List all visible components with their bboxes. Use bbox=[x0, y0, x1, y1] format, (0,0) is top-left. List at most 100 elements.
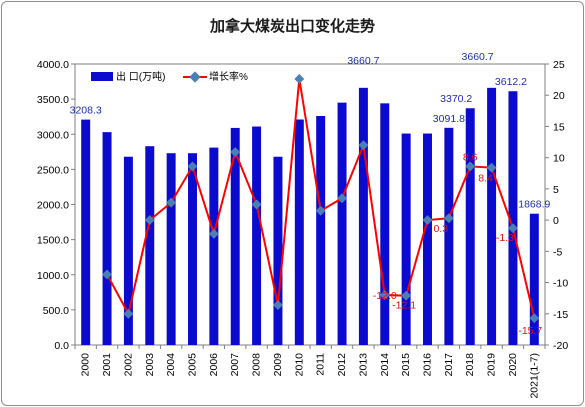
bar bbox=[252, 126, 262, 346]
line-data-label: -15.7 bbox=[518, 325, 542, 337]
bar bbox=[358, 87, 368, 346]
bar bbox=[529, 213, 539, 345]
bar bbox=[465, 108, 475, 346]
x-tick-label: 2010 bbox=[293, 353, 305, 377]
line-marker bbox=[486, 162, 497, 173]
x-tick-label: 2021(1-7) bbox=[528, 353, 540, 399]
line-marker bbox=[401, 290, 412, 301]
bar bbox=[487, 87, 497, 346]
line-marker bbox=[529, 313, 540, 324]
bar-data-label: 3370.2 bbox=[440, 93, 472, 105]
bar bbox=[273, 156, 283, 345]
bar bbox=[316, 115, 326, 345]
bar bbox=[444, 127, 454, 345]
x-tick-label: 2006 bbox=[208, 353, 220, 377]
bar-data-label: 1868.9 bbox=[518, 199, 550, 211]
y-left-tick-label: 2500.0 bbox=[37, 164, 69, 176]
legend-bar-label: 出 口(万吨) bbox=[116, 70, 165, 83]
line-marker bbox=[294, 74, 305, 84]
x-tick-label: 2005 bbox=[187, 353, 199, 377]
line-marker bbox=[187, 161, 198, 172]
line-data-label: -12.0 bbox=[373, 290, 397, 302]
bar bbox=[401, 133, 411, 345]
x-tick-label: 2011 bbox=[315, 353, 327, 376]
y-left-tick-label: 3000.0 bbox=[37, 129, 69, 141]
y-right-tick-label: 15 bbox=[553, 121, 565, 133]
bar bbox=[508, 91, 518, 345]
legend-bar-swatch bbox=[91, 72, 113, 81]
legend-line-marker bbox=[189, 71, 201, 83]
y-left-tick-label: 0.0 bbox=[54, 340, 69, 352]
bar-data-label: 3208.3 bbox=[70, 105, 102, 117]
y-right-tick-label: 20 bbox=[553, 90, 565, 102]
y-left-tick-label: 1000.0 bbox=[37, 270, 69, 282]
x-tick-label: 2003 bbox=[144, 353, 156, 377]
bar bbox=[230, 127, 240, 346]
bar bbox=[294, 119, 304, 345]
x-tick-label: 2014 bbox=[379, 353, 391, 377]
line-data-label: 8.4 bbox=[478, 173, 493, 185]
x-tick-label: 2013 bbox=[357, 353, 369, 377]
line-marker bbox=[273, 300, 283, 310]
line-marker bbox=[230, 147, 241, 157]
bar bbox=[102, 132, 112, 345]
chart-title: 加拿大煤炭出口变化走势 bbox=[209, 17, 375, 35]
y-left-tick-label: 3500.0 bbox=[37, 94, 69, 106]
x-tick-label: 2004 bbox=[165, 353, 177, 377]
line-marker bbox=[208, 228, 219, 239]
y-left-tick-label: 500.0 bbox=[43, 305, 69, 317]
y-right-tick-label: -10 bbox=[553, 278, 568, 290]
line-data-label: -12.1 bbox=[392, 300, 416, 312]
line-marker bbox=[379, 290, 390, 300]
x-tick-label: 2001 bbox=[101, 353, 113, 377]
bar bbox=[123, 156, 133, 345]
bar bbox=[209, 147, 219, 345]
bar-data-label: 3660.7 bbox=[347, 55, 379, 67]
line-marker bbox=[358, 140, 369, 151]
line-data-label: 8.6 bbox=[463, 151, 478, 163]
x-tick-label: 2018 bbox=[464, 353, 476, 377]
y-right-tick-label: -20 bbox=[553, 340, 568, 352]
x-tick-label: 2002 bbox=[122, 353, 134, 377]
y-right-tick-label: 10 bbox=[553, 153, 565, 165]
x-tick-label: 2007 bbox=[229, 353, 241, 377]
bar bbox=[166, 153, 176, 345]
x-tick-label: 2008 bbox=[251, 353, 263, 377]
legend: 出 口(万吨) 增长率% bbox=[91, 70, 248, 83]
bar bbox=[145, 146, 155, 345]
y-left-tick-label: 2000.0 bbox=[37, 200, 69, 212]
bar bbox=[81, 119, 91, 345]
y-right-tick-label: -5 bbox=[553, 246, 562, 258]
line-marker bbox=[144, 215, 155, 226]
legend-line-label: 增长率% bbox=[209, 70, 248, 83]
x-tick-label: 2020 bbox=[507, 353, 519, 377]
bar bbox=[380, 103, 390, 345]
line-marker bbox=[251, 199, 262, 210]
bar bbox=[337, 102, 347, 345]
x-tick-label: 2019 bbox=[486, 353, 498, 377]
y-right-tick-label: -15 bbox=[553, 309, 568, 321]
x-tick-label: 2012 bbox=[336, 353, 348, 377]
bar-data-label: 3660.7 bbox=[462, 51, 494, 63]
line-marker bbox=[422, 215, 433, 226]
line-marker bbox=[465, 161, 476, 172]
line-data-label: 0.3 bbox=[434, 223, 449, 235]
line-marker bbox=[443, 213, 454, 224]
x-tick-label: 2017 bbox=[443, 353, 455, 377]
x-tick-label: 2015 bbox=[400, 353, 412, 377]
bar-data-label: 3091.8 bbox=[433, 113, 465, 125]
y-right-tick-label: 5 bbox=[553, 184, 559, 196]
line-marker bbox=[166, 197, 177, 208]
x-tick-label: 2016 bbox=[422, 353, 434, 377]
line-marker bbox=[315, 205, 326, 216]
y-left-tick-label: 4000.0 bbox=[37, 59, 69, 71]
line-data-label: -1.3 bbox=[496, 232, 514, 244]
bar bbox=[188, 153, 197, 345]
x-tick-label: 2000 bbox=[80, 353, 92, 377]
bar bbox=[423, 133, 432, 345]
line-marker bbox=[337, 193, 347, 204]
y-right-tick-label: 25 bbox=[553, 59, 565, 71]
y-left-tick-label: 1500.0 bbox=[37, 235, 69, 247]
